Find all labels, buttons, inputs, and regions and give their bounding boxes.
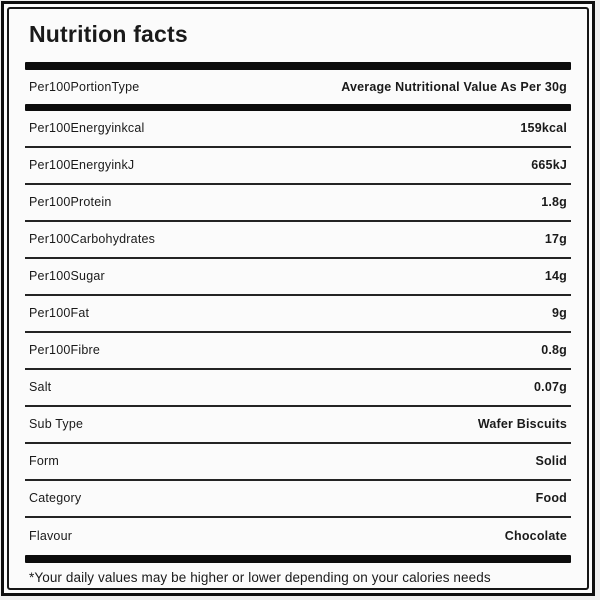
table-row: Per100Carbohydrates 17g (25, 222, 571, 259)
row-label: Per100Protein (29, 195, 112, 210)
row-value: Food (535, 491, 567, 506)
nutrition-rows: Per100Energyinkcal 159kcal Per100Energyi… (25, 111, 571, 555)
row-value: 665kJ (531, 158, 567, 173)
daily-values-footnote: *Your daily values may be higher or lowe… (29, 569, 491, 585)
row-value: Solid (535, 454, 567, 469)
table-row: Per100Fat 9g (25, 296, 571, 333)
row-value: 14g (544, 269, 567, 284)
row-label: Form (29, 454, 59, 469)
header-value: Average Nutritional Value As Per 30g (341, 79, 567, 94)
table-row: Per100EnergyinkJ 665kJ (25, 148, 571, 185)
section-divider-thick-bottom (25, 554, 571, 563)
row-label: Per100Fat (29, 306, 90, 321)
row-label: Per100Sugar (29, 269, 105, 284)
row-value: 17g (544, 232, 567, 247)
nutrition-label-inner-frame: Nutrition facts Per100PortionType Averag… (7, 7, 589, 590)
row-label: Flavour (29, 529, 73, 544)
row-label: Category (29, 491, 82, 506)
row-value: 1.8g (541, 195, 567, 210)
row-value: Wafer Biscuits (477, 417, 567, 432)
header-label: Per100PortionType (29, 79, 140, 94)
row-value: 9g (552, 306, 567, 321)
section-divider-thick-top (25, 61, 571, 70)
page-title: Nutrition facts (29, 21, 188, 47)
table-row: Per100Protein 1.8g (25, 185, 571, 222)
table-row: Salt 0.07g (25, 370, 571, 407)
table-row: Per100Energyinkcal 159kcal (25, 111, 571, 148)
table-row: Per100Sugar 14g (25, 259, 571, 296)
row-value: 159kcal (520, 121, 567, 136)
row-label: Per100Fibre (29, 343, 100, 358)
row-label: Per100Energyinkcal (29, 121, 145, 136)
section-divider-thick-header (25, 103, 571, 111)
table-row: Sub Type Wafer Biscuits (25, 407, 571, 444)
table-header-row: Per100PortionType Average Nutritional Va… (25, 70, 571, 104)
row-label: Per100Carbohydrates (29, 232, 156, 247)
row-label: Per100EnergyinkJ (29, 158, 135, 173)
table-row: Per100Fibre 0.8g (25, 333, 571, 370)
row-label: Salt (29, 380, 52, 395)
row-value: Chocolate (504, 529, 567, 544)
table-row: Flavour Chocolate (25, 518, 571, 555)
row-value: 0.07g (534, 380, 567, 395)
row-label: Sub Type (29, 417, 84, 432)
row-value: 0.8g (541, 343, 567, 358)
table-row: Form Solid (25, 444, 571, 481)
table-row: Category Food (25, 481, 571, 518)
